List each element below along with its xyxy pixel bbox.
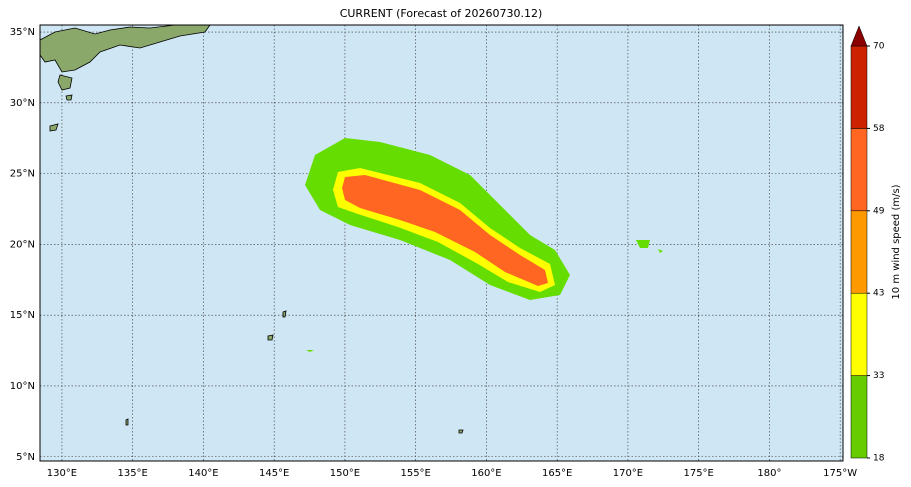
colorbar: 18 33 43 49 58 70: [850, 25, 885, 464]
lon-tick-label: 145°E: [259, 468, 289, 479]
colorbar-segment: [850, 45, 868, 129]
lon-tick-label: 165°E: [542, 468, 572, 479]
lon-tick-label: 135°E: [117, 468, 147, 479]
colorbar-segment: [850, 375, 868, 459]
lon-tick-label: 175°W: [823, 468, 857, 479]
title: CURRENT (Forecast of 20260730.12): [340, 7, 543, 20]
map-frame: [39, 24, 844, 462]
lon-tick-label: 160°E: [471, 468, 501, 479]
lat-tick-label: 20°N: [10, 239, 35, 250]
colorbar-segment: [850, 128, 868, 212]
lon-tick-label: 130°E: [47, 468, 77, 479]
colorbar-label: 10 m wind speed (m/s): [891, 184, 902, 299]
lon-tick-label: 150°E: [330, 468, 360, 479]
colorbar-extend: [850, 25, 868, 47]
lon-tick-label: 140°E: [188, 468, 218, 479]
wind-field: [305, 138, 663, 352]
lat-tick-label: 25°N: [10, 169, 35, 180]
lat-tick-label: 5°N: [16, 452, 35, 463]
lat-tick-label: 15°N: [10, 310, 35, 321]
colorbar-tick-label: 70: [873, 42, 885, 52]
lon-tick-label: 155°E: [400, 468, 430, 479]
colorbar-tick-label: 33: [873, 371, 884, 381]
lat-tick-label: 35°N: [10, 27, 35, 38]
colorbar-tick-label: 18: [873, 454, 885, 464]
colorbar-tick-label: 49: [873, 206, 885, 216]
land: [39, 24, 464, 434]
colorbar-segment: [850, 292, 868, 376]
lon-tick-label: 180°: [757, 468, 781, 479]
colorbar-tick-label: 43: [873, 289, 884, 299]
colorbar-tick-label: 58: [873, 124, 885, 134]
lon-tick-label: 175°E: [683, 468, 713, 479]
colorbar-segment: [850, 210, 868, 294]
lon-tick-label: 170°E: [613, 468, 643, 479]
lat-tick-label: 10°N: [10, 381, 35, 392]
lat-tick-label: 30°N: [10, 98, 35, 109]
